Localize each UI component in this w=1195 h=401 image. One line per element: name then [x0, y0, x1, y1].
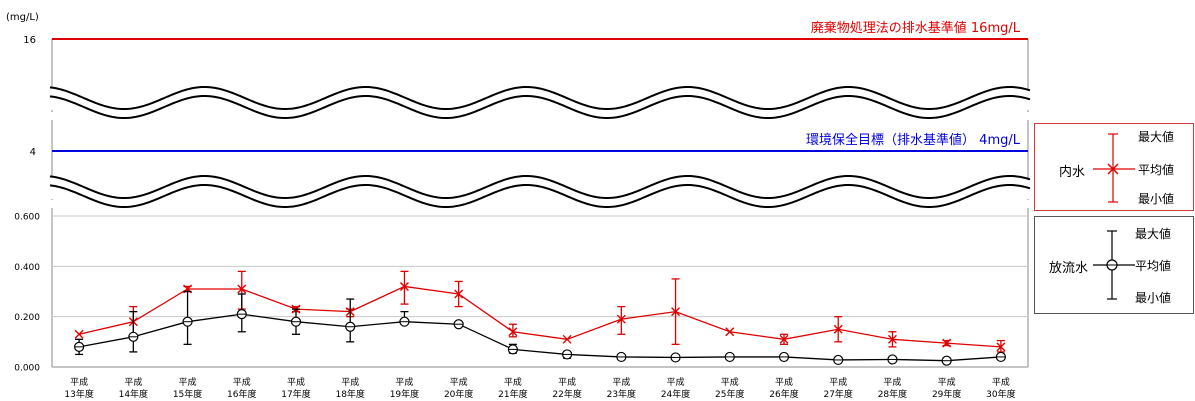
x-tick-label-line1: 平成 — [721, 376, 739, 388]
x-tick-label-line2: 19年度 — [390, 388, 419, 400]
legend-discharge-water: 放流水 最大値 平均値 最小値 — [1034, 216, 1194, 314]
x-tick-label-line2: 21年度 — [498, 388, 527, 400]
legend-outer-min-label: 最小値 — [1135, 291, 1172, 305]
data-point-inner — [942, 338, 952, 348]
data-point-inner — [671, 307, 681, 317]
x-tick-label-line1: 平成 — [612, 376, 630, 388]
axis-break-lower-upper — [49, 174, 1031, 200]
chart: (mg/L) 4 16 廃棄物処理法の排水基準値 16mg/L 環境保全目標（排水基準値… — [6, 12, 1031, 400]
x-tick-label-line1: 平成 — [395, 376, 413, 388]
legend-inner-max-label: 最大値 — [1138, 130, 1175, 144]
x-tick-label-line1: 平成 — [667, 376, 685, 388]
data-point-inner — [779, 334, 789, 344]
legend-inner-symbol — [1093, 133, 1135, 203]
x-tick-label-line2: 29年度 — [932, 388, 961, 400]
series-line-0 — [78, 285, 1001, 348]
y-tick-label-0.400: 0.400 — [14, 263, 40, 273]
y-tick-label-0.600: 0.600 — [14, 213, 40, 223]
data-point-inner — [399, 281, 409, 291]
x-tick-label-line1: 平成 — [938, 376, 956, 388]
data-point-inner — [454, 289, 464, 299]
y-axis-label: (mg/L) — [6, 12, 39, 23]
x-tick-label-line1: 平成 — [179, 376, 197, 388]
x-tick-label-line2: 15年度 — [173, 388, 202, 400]
legend-outer-title: 放流水 — [1049, 261, 1089, 276]
x-tick-label-line2: 28年度 — [878, 388, 907, 400]
x-tick-label-line1: 平成 — [829, 376, 847, 388]
data-point-inner — [74, 329, 84, 339]
legend-inner-avg-label: 平均値 — [1138, 163, 1175, 177]
x-tick-label-line1: 平成 — [70, 376, 88, 388]
data-point-inner — [237, 284, 247, 294]
data-point-inner — [562, 334, 572, 344]
series-line-1 — [78, 313, 1001, 362]
x-tick-label-line2: 24年度 — [661, 388, 690, 400]
data-point-inner — [833, 324, 843, 334]
x-tick-label-line2: 13年度 — [64, 388, 93, 400]
x-tick-label-line1: 平成 — [775, 376, 793, 388]
x-tick-label-line1: 平成 — [450, 376, 468, 388]
reference-label-4: 環境保全目標（排水基準値） 4mg/L — [806, 132, 1021, 148]
x-tick-label-line1: 平成 — [992, 376, 1010, 388]
x-tick-label-line2: 25年度 — [715, 388, 744, 400]
x-tick-label-line1: 平成 — [233, 376, 251, 388]
x-tick-label-line2: 18年度 — [335, 388, 364, 400]
data-point-inner — [887, 334, 897, 344]
data-point-inner — [725, 327, 735, 337]
x-tick-label-line2: 26年度 — [769, 388, 798, 400]
legend-inner-min-label: 最小値 — [1138, 192, 1175, 206]
x-tick-label-line2: 16年度 — [227, 388, 256, 400]
x-tick-label-line1: 平成 — [558, 376, 576, 388]
reference-label-16: 廃棄物処理法の排水基準値 16mg/L — [811, 20, 1021, 36]
x-tick-label-line1: 平成 — [287, 376, 305, 388]
x-tick-label-line1: 平成 — [124, 376, 142, 388]
legend-outer-max-label: 最大値 — [1135, 227, 1172, 241]
x-tick-label-line2: 17年度 — [281, 388, 310, 400]
axis-break-upper-lower — [49, 94, 1031, 120]
x-tick-label-line2: 22年度 — [552, 388, 581, 400]
data-point-inner — [996, 342, 1006, 352]
data-point-inner — [616, 314, 626, 324]
legend-outer-symbol — [1093, 230, 1135, 300]
legend-inner-water: 内水 最大値 平均値 最小値 — [1034, 123, 1194, 211]
axis-break-upper-upper — [49, 85, 1031, 111]
y-tick-label-0.200: 0.200 — [14, 313, 40, 323]
y-tick-label-4: 4 — [30, 147, 36, 158]
y-tick-label-16: 16 — [23, 35, 36, 46]
x-tick-label-line1: 平成 — [504, 376, 522, 388]
legend-outer-avg-label: 平均値 — [1135, 259, 1172, 273]
legend-inner-title: 内水 — [1059, 165, 1086, 180]
x-tick-label-line2: 23年度 — [607, 388, 636, 400]
data-point-inner — [508, 327, 518, 337]
axis-break-lower-lower — [49, 183, 1031, 209]
x-tick-label-line1: 平成 — [341, 376, 359, 388]
x-tick-label-line2: 30年度 — [986, 388, 1015, 400]
x-tick-label-line2: 20年度 — [444, 388, 473, 400]
y-tick-label-0.000: 0.000 — [14, 364, 40, 374]
x-tick-label-line2: 14年度 — [119, 388, 148, 400]
x-tick-label-line1: 平成 — [883, 376, 901, 388]
x-tick-label-line2: 27年度 — [823, 388, 852, 400]
